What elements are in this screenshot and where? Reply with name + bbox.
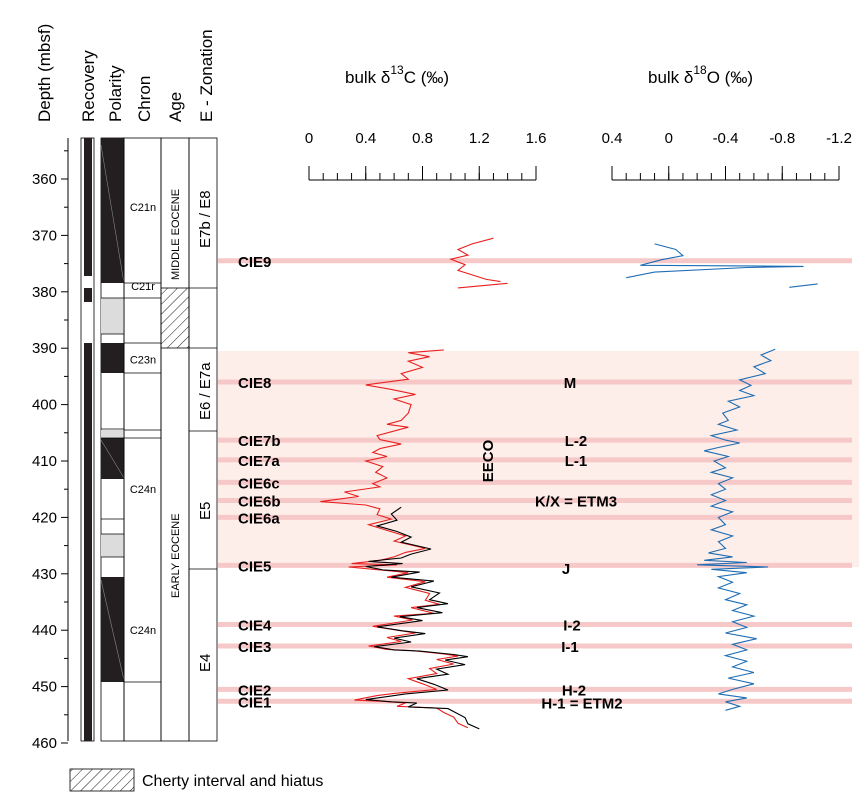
depth-tick-label: 420 [32, 509, 57, 526]
carbon-axis-title: bulk δ13C (‰) [345, 63, 449, 87]
carbon-axis: bulk δ13C (‰) 0 0.4 0.8 1.2 1.6 [305, 63, 547, 181]
event-label-cie6c: CIE6c [238, 475, 280, 492]
depth-tick-label: 430 [32, 566, 57, 583]
depth-tick-label: 440 [32, 622, 57, 639]
depth-tick-label: 410 [32, 453, 57, 470]
event-label-cie2: CIE2 [238, 682, 271, 699]
oxygen-series-segment [626, 243, 804, 279]
carbon-red-series-segment [320, 349, 469, 729]
hyperthermal-label: I-2 [563, 618, 581, 635]
hyperthermal-label: L-2 [565, 433, 588, 450]
legend-hatch-swatch [69, 768, 135, 792]
event-label-cie1: CIE1 [238, 694, 271, 711]
age-column: MIDDLE EOCENE EARLY EOCENE [160, 137, 190, 742]
zone-e7b-e8: E7b / E8 [197, 190, 214, 248]
age-middle-eocene: MIDDLE EOCENE [170, 189, 182, 280]
x-tick-label: -0.8 [769, 130, 795, 147]
age-early-eocene: EARLY EOCENE [170, 513, 182, 598]
polarity-column [100, 137, 125, 742]
header-polarity: Polarity [106, 65, 125, 122]
zone-e6-e7a: E6 / E7a [197, 362, 214, 420]
x-tick-label: -1.2 [826, 130, 852, 147]
chron-label: C21r [131, 281, 155, 293]
zone-e4: E4 [197, 654, 214, 672]
hyperthermal-label: H-1 = ETM2 [541, 695, 622, 712]
hyperthermal-label: L-1 [565, 453, 588, 470]
chron-column [123, 137, 162, 742]
depth-tick-label: 460 [32, 735, 57, 752]
event-label-cie4: CIE4 [238, 618, 272, 635]
header-chron: Chron [135, 76, 154, 122]
chron-label: C24n [130, 625, 156, 637]
carbon-red-series-segment [449, 237, 501, 283]
x-tick-label: 0 [305, 130, 313, 147]
chron-label: C24n [130, 484, 156, 496]
event-lines [218, 258, 852, 704]
oxygen-series-segment [789, 283, 818, 288]
event-label-cie8: CIE8 [238, 375, 271, 392]
eeco-label: EECO [480, 439, 497, 482]
depth-tick-label: 380 [32, 284, 57, 301]
event-label-cie7a: CIE7a [238, 453, 280, 470]
header-recovery: Recovery [79, 50, 98, 122]
x-tick-label: -0.4 [713, 130, 739, 147]
event-label-cie5: CIE5 [238, 558, 271, 575]
depth-axis: 360 370 380 390 400 410 420 430 440 450 460 [32, 138, 69, 752]
event-label-cie7b: CIE7b [238, 433, 281, 450]
x-tick-label: 0.4 [602, 130, 623, 147]
chron-labels: C21n C21r C23n C24n C24n [130, 202, 156, 637]
event-label-cie3: CIE3 [238, 639, 271, 656]
column-headers: Depth (mbsf) Recovery Polarity Chron Age… [35, 24, 216, 122]
hyperthermal-labels: M L-2 L-1 K/X = ETM3 J I-2 I-1 H-2H-1 = ETM2 [535, 375, 623, 712]
legend: Cherty interval and hiatus [69, 768, 323, 792]
header-age: Age [166, 92, 185, 122]
chron-label: C21n [130, 202, 156, 214]
x-tick-label: 0 [665, 130, 673, 147]
event-label-cie6b: CIE6b [238, 493, 281, 510]
x-tick-label: 0.8 [412, 130, 433, 147]
x-tick-label: 0.4 [355, 130, 376, 147]
x-tick-label: 1.6 [526, 130, 547, 147]
carbon-red-series-segment [457, 282, 508, 289]
zone-e5: E5 [197, 502, 214, 520]
x-tick-label: 1.2 [469, 130, 490, 147]
carbon-black-series-segment [365, 506, 480, 730]
header-zonation: E - Zonation [197, 29, 216, 122]
legend-label: Cherty interval and hiatus [142, 773, 323, 790]
hyperthermal-label: K/X = ETM3 [535, 493, 617, 510]
hyperthermal-label: J [562, 561, 570, 578]
event-label-cie9: CIE9 [238, 254, 271, 271]
zonation-column: E7b / E8 E6 / E7a E5 E4 [188, 137, 218, 742]
oxygen-axis: bulk δ18O (‰) 0.4 0 -0.4 -0.8 -1.2 [602, 63, 852, 181]
hyperthermal-label: M [564, 375, 577, 392]
chron-label: C23n [130, 354, 156, 366]
depth-tick-label: 390 [32, 340, 57, 357]
recovery-column [80, 137, 95, 742]
depth-tick-label: 450 [32, 679, 57, 696]
oxygen-axis-title: bulk δ18O (‰) [648, 63, 753, 87]
depth-tick-label: 370 [32, 227, 57, 244]
depth-axis-label: Depth (mbsf) [35, 24, 54, 122]
series-layer [320, 237, 818, 730]
hyperthermal-label: I-1 [561, 639, 579, 656]
depth-tick-label: 400 [32, 397, 57, 414]
event-label-cie6a: CIE6a [238, 510, 280, 527]
oxygen-series-segment [697, 348, 776, 711]
depth-tick-label: 360 [32, 171, 57, 188]
hyperthermal-label: H-2 [562, 682, 586, 699]
